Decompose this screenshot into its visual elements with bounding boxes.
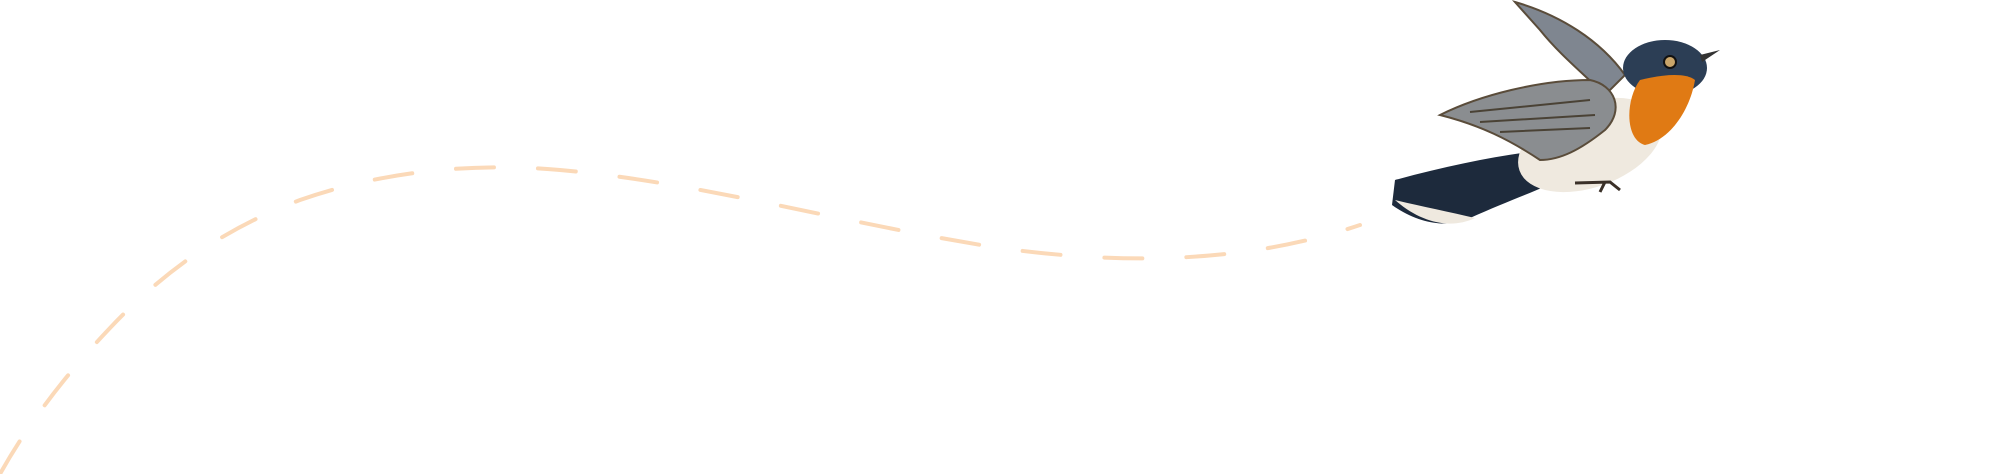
bird-eye — [1663, 55, 1677, 69]
bird-wing-feathers — [1469, 99, 1596, 133]
dashed-flight-path — [0, 165, 1362, 474]
bird-tail-tips — [1395, 200, 1475, 224]
bird-legs — [1574, 180, 1621, 193]
bird-beak — [1700, 50, 1720, 62]
bird-throat — [1629, 75, 1695, 145]
